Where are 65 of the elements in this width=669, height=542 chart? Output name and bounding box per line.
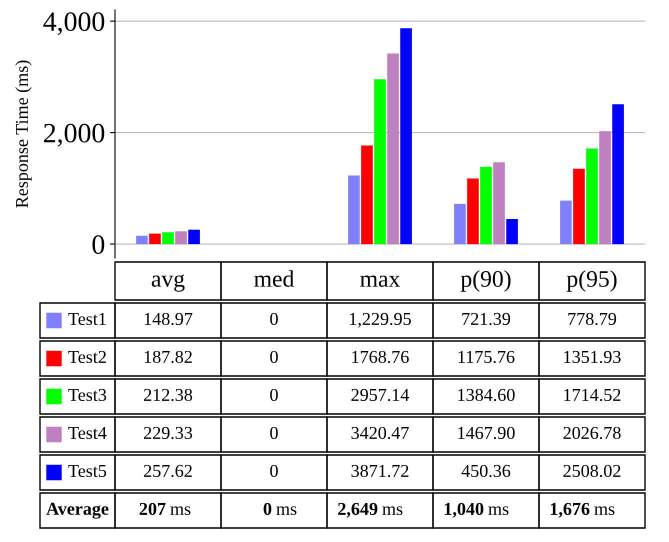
bar xyxy=(480,166,492,244)
legend-label: Test2 xyxy=(68,350,106,364)
data-label: 1175.76 xyxy=(458,350,514,364)
data-label: 1467.90 xyxy=(458,426,515,440)
data-label: 229.33 xyxy=(144,426,192,440)
x-tick-label: med xyxy=(254,270,294,287)
bar xyxy=(506,218,518,244)
bar xyxy=(454,204,466,244)
data-label: 257.62 xyxy=(144,464,192,478)
bar xyxy=(400,28,412,244)
text: 0 ms xyxy=(264,502,296,516)
legend-label: Test3 xyxy=(68,388,106,402)
text: 2,649 ms xyxy=(338,502,402,518)
data-label: 1351.93 xyxy=(564,350,621,364)
x-tick-label: p(90) xyxy=(460,270,511,292)
bar xyxy=(493,162,505,244)
legend-label: Test5 xyxy=(68,465,106,478)
text: 1,676 ms xyxy=(550,502,614,518)
y-axis-title: Response Time (ms) xyxy=(15,60,32,208)
bar xyxy=(573,168,585,244)
data-label: 0 xyxy=(270,426,278,440)
data-label: 450.36 xyxy=(462,464,510,478)
data-label: 778.79 xyxy=(568,312,616,326)
y-tick-label: 4,000 xyxy=(43,12,104,36)
bar xyxy=(374,79,386,244)
bar xyxy=(586,148,598,244)
bar xyxy=(149,234,161,244)
x-tick-label: max xyxy=(360,276,400,287)
data-label: 1714.52 xyxy=(564,388,620,402)
data-label: 0 xyxy=(270,464,278,478)
x-tick-label: avg xyxy=(152,274,185,292)
data-label: 1,229.95 xyxy=(350,312,411,328)
data-label: 2957.14 xyxy=(351,388,410,402)
text: Average xyxy=(46,502,108,519)
bar xyxy=(560,200,572,244)
data-label: 187.82 xyxy=(144,350,192,364)
y-tick-label: 0 xyxy=(92,235,104,254)
bar xyxy=(599,131,611,244)
data-label: 1768.76 xyxy=(352,350,409,364)
data-label: 0 xyxy=(270,350,278,364)
text: 207 ms xyxy=(140,502,190,516)
bar xyxy=(348,176,360,244)
bar xyxy=(467,178,479,244)
bar xyxy=(188,230,200,244)
bar xyxy=(175,231,187,244)
x-tick-label: p(95) xyxy=(566,270,617,292)
bar xyxy=(361,145,373,244)
y-tick-label: 2,000 xyxy=(44,124,104,147)
data-label: 2508.02 xyxy=(563,464,620,478)
data-label: 0 xyxy=(270,312,278,326)
legend-label: Test4 xyxy=(68,426,107,440)
data-label: 3871.72 xyxy=(352,464,408,478)
data-label: 3420.47 xyxy=(352,426,409,440)
bar xyxy=(162,232,174,244)
legend-label: Test1 xyxy=(68,312,106,326)
bar xyxy=(387,53,399,244)
data-label: 0 xyxy=(270,388,278,402)
text: 1,040 ms xyxy=(444,502,508,518)
data-label: 148.97 xyxy=(144,312,192,326)
bar xyxy=(136,236,148,244)
data-label: 2026.78 xyxy=(563,426,621,440)
data-label: 212.38 xyxy=(144,388,192,402)
data-label: 721.39 xyxy=(462,312,510,326)
bar xyxy=(612,104,624,244)
data-label: 1384.60 xyxy=(458,388,515,402)
